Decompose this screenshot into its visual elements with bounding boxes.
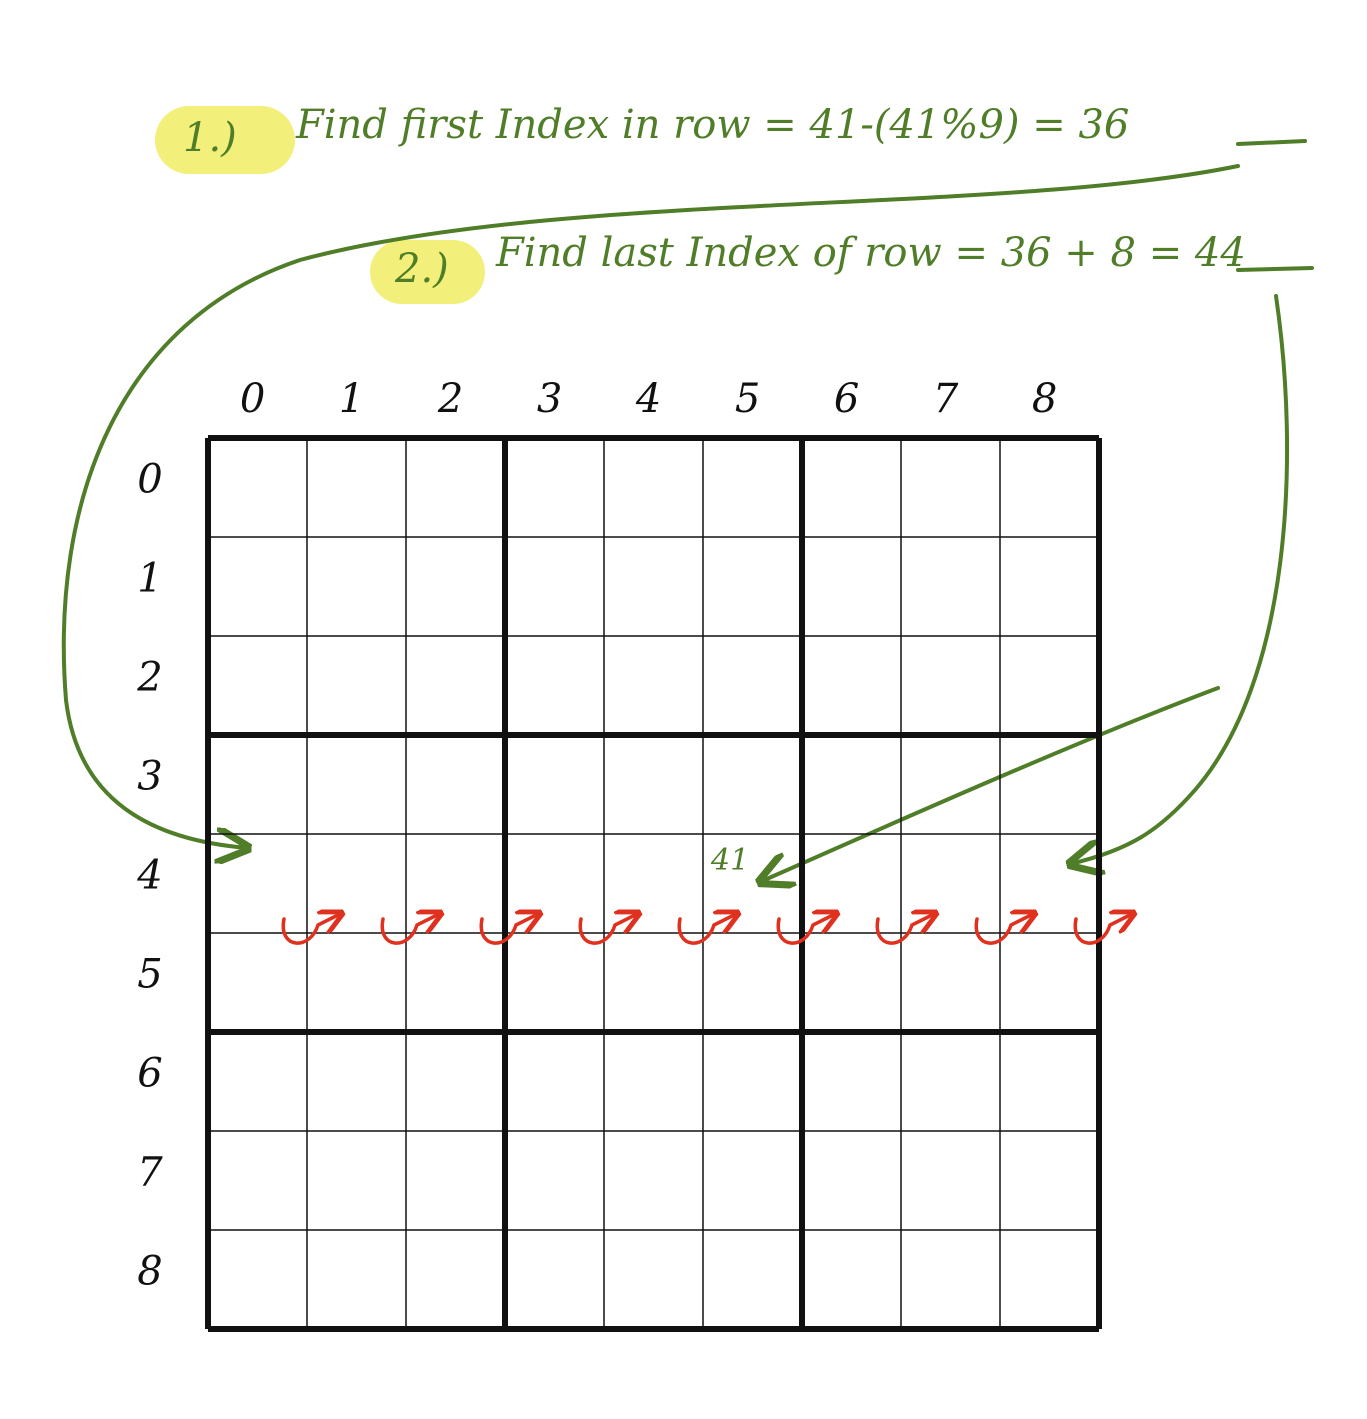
step-1-highlight (155, 106, 295, 174)
column-labels: 0 1 2 3 4 5 6 7 8 (240, 376, 1057, 422)
traversal-hop (380, 913, 441, 945)
step-2: 2.) Find last Index of row = 36 + 8 = 44 (370, 230, 1314, 304)
row-traversal (281, 913, 1134, 945)
row-label: 3 (137, 753, 162, 799)
traversal-hop (281, 913, 342, 945)
traversal-hop (1073, 913, 1134, 945)
step-2-text: Find last Index of row = 36 + 8 = 44 (495, 230, 1246, 276)
column-label: 7 (933, 376, 959, 422)
row-label: 5 (137, 951, 162, 997)
row-label: 2 (136, 654, 162, 700)
column-label: 1 (339, 376, 364, 422)
column-label: 3 (537, 376, 562, 422)
row-label: 7 (137, 1149, 163, 1195)
sudoku-grid (205, 435, 1102, 1332)
traversal-hop (479, 913, 540, 945)
step-2-result-underline (1236, 266, 1314, 272)
step-1: 1.) Find first Index in row = 41-(41%9) … (155, 102, 1307, 174)
row-label: 8 (137, 1248, 162, 1294)
traversal-hop (875, 913, 936, 945)
step-2-highlight (370, 240, 485, 304)
traversal-hop (578, 913, 639, 945)
step-2-number: 2.) (394, 246, 449, 292)
row-label: 4 (136, 852, 162, 898)
index-marker: 41 (710, 843, 749, 878)
column-label: 6 (834, 376, 859, 422)
column-label: 0 (240, 376, 265, 422)
column-label: 8 (1032, 376, 1057, 422)
step-1-number: 1.) (183, 115, 237, 161)
step-1-result-underline (1236, 139, 1307, 146)
row-label: 6 (137, 1050, 162, 1096)
current-cell-arrow (760, 686, 1220, 882)
traversal-hop (776, 913, 837, 945)
column-label: 5 (735, 376, 760, 422)
row-label: 1 (137, 555, 162, 601)
last-index-arrow (1070, 294, 1290, 864)
column-label: 4 (635, 376, 661, 422)
row-labels: 0 1 2 3 4 5 6 7 8 (136, 456, 163, 1294)
first-index-arrow (61, 164, 1240, 848)
traversal-hop (974, 913, 1035, 945)
row-label: 0 (137, 456, 162, 502)
column-label: 2 (437, 376, 463, 422)
step-1-text: Find first Index in row = 41-(41%9) = 36 (295, 102, 1129, 148)
traversal-hop (677, 913, 738, 945)
